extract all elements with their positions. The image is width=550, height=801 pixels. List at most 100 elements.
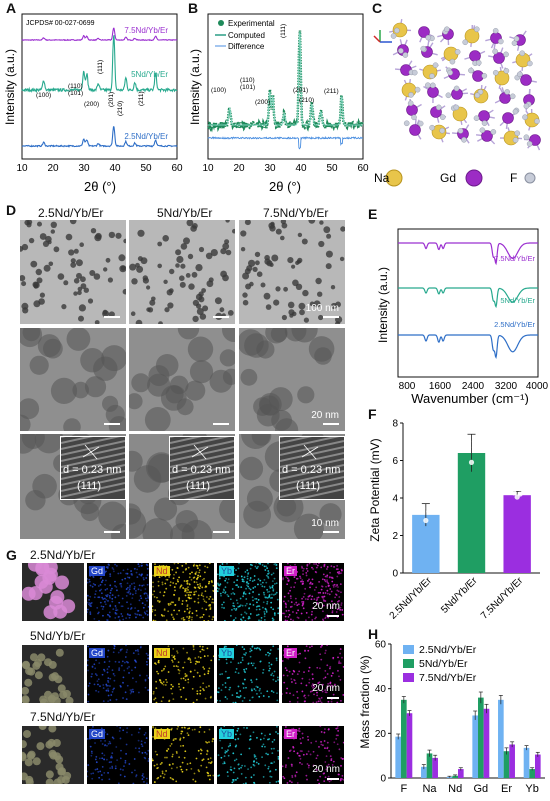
panel-b-legend-experimental: Experimental: [228, 19, 275, 28]
panel-h-legend-swatch: [403, 659, 414, 668]
eds-scale-label: 20 nm: [312, 601, 340, 612]
plane-label: (111): [77, 480, 102, 492]
panel-e-ylabel: Intensity (a.u.): [376, 267, 390, 343]
scale-label: 10 nm: [311, 518, 339, 529]
eds-element-label: Yb: [219, 648, 235, 658]
lattice-atoms: [389, 19, 541, 151]
panel-h-legend-label: 5Nd/Yb/Er: [419, 658, 468, 670]
eds-map: Gd: [87, 726, 149, 784]
panel-b-xtick: 20: [233, 163, 245, 174]
atom-legend-gd: Gd: [440, 171, 456, 185]
eds-element-label: Gd: [89, 566, 106, 576]
panel-a-series-7-5: [21, 27, 178, 42]
panel-b-legend-experimental-marker: [218, 20, 224, 26]
d-spacing-label: d = 0.23 nm: [282, 464, 341, 476]
panel-e-label-5: 5Nd/Yb/Er: [500, 296, 535, 305]
panel-f-ytick-label: 4: [392, 494, 398, 505]
panel-f-ytick-label: 6: [392, 456, 398, 467]
hrtem-inset: d = 0.23 nm (111): [169, 436, 235, 500]
scale-bar: [104, 423, 120, 425]
eds-map: Nd: [152, 726, 214, 784]
panel-h-ylabel: Mass fraction (%): [358, 655, 372, 748]
panel-d-column-title: 7.5Nd/Yb/Er: [263, 206, 329, 220]
scale-label: 100 nm: [305, 303, 339, 314]
panel-b-xticks: 10 20 30 40 50 60: [202, 163, 369, 174]
eds-element-label: Gd: [89, 648, 106, 658]
panel-b-frame: [207, 13, 364, 160]
eds-map: Yb: [217, 645, 279, 703]
panel-a-jcpds: JCPDS# 00-027-0699: [26, 20, 95, 27]
panel-h-bar: [421, 766, 427, 778]
panel-b-peak-200: (200): [255, 99, 270, 106]
panel-a-peak-101: (101): [68, 90, 83, 97]
tem-image: d = 0.23 nm (111) 10 nm: [239, 434, 345, 539]
panel-label-f: F: [368, 406, 377, 422]
eds-map: Er 20 nm: [282, 726, 344, 784]
panel-h-bar: [395, 736, 402, 778]
panel-h-legend-label: 2.5Nd/Yb/Er: [419, 644, 477, 656]
panel-f-category-label: 7.5Nd/Yb/Er: [479, 575, 526, 622]
panel-label-a: A: [6, 0, 17, 16]
panel-a-frame: [21, 13, 178, 160]
panel-a-peak-210: (210): [117, 101, 124, 116]
panel-e-series-2-5: [398, 334, 538, 360]
scale-bar: [323, 423, 339, 425]
d-spacing-label: d = 0.23 nm: [172, 464, 231, 476]
panel-f-zeta-chart: 0 2 4 6 8 2.5Nd/Yb/Er 5Nd/Yb/Er 7.5Nd/Yb/Er Zet…: [368, 419, 540, 622]
panel-f-bar: [503, 495, 531, 573]
panel-f-ytick-label: 8: [392, 419, 398, 430]
panel-h-bar: [503, 751, 510, 778]
eds-scale-label: 20 nm: [312, 764, 340, 775]
scale-bar: [323, 316, 339, 318]
eds-map: Gd: [87, 645, 149, 703]
panel-b-experimental-series: [207, 30, 364, 133]
panel-a-xtick: 40: [109, 163, 121, 174]
panel-e-xtick: 800: [399, 381, 416, 392]
panel-a-xticks: 10 20 30 40 50 60: [16, 163, 183, 174]
eds-map: [22, 726, 84, 784]
panel-b-legend-difference: Difference: [228, 42, 265, 51]
scale-label: 20 nm: [311, 410, 339, 421]
panel-a-peak-100: (100): [36, 92, 51, 99]
panel-a-peak-211: (211): [138, 91, 145, 106]
panel-e-ftir-chart: 7.5Nd/Yb/Er 5Nd/Yb/Er 2.5Nd/Yb/Er 800 16…: [376, 228, 549, 405]
panel-b-peak-201: (201): [293, 87, 308, 94]
panel-d-column-title: 2.5Nd/Yb/Er: [38, 206, 104, 220]
eds-map: Yb: [217, 563, 279, 621]
eds-element-label: Nd: [154, 648, 170, 658]
tem-image: d = 0.23 nm (111): [129, 434, 235, 539]
panel-f-category-label: 5Nd/Yb/Er: [439, 575, 480, 616]
panel-h-category-label: Nd: [448, 783, 462, 795]
eds-element-label: Er: [284, 729, 297, 739]
panel-b-xtick: 50: [326, 163, 338, 174]
atom-legend-f-marker: [524, 172, 536, 184]
panel-b-legend-computed: Computed: [228, 31, 265, 40]
panel-f-ytick-label: 2: [392, 531, 398, 542]
panel-label-g: G: [6, 547, 17, 563]
panel-a-xlabel: 2θ (°): [84, 179, 116, 194]
panel-h-bar: [523, 747, 530, 778]
panel-b-peak-211: (211): [324, 88, 339, 95]
panel-h-bar: [498, 699, 504, 778]
panel-h-category-label: Yb: [525, 783, 538, 795]
eds-element-label: Er: [284, 648, 297, 658]
panel-h-ytick-label: 60: [375, 640, 387, 651]
hrtem-inset: d = 0.23 nm (111): [60, 436, 126, 500]
atom-legend-na-marker: [385, 169, 403, 187]
atom-legend-f: F: [510, 171, 517, 185]
panel-h-bar: [483, 708, 490, 778]
panel-b-xlabel: 2θ (°): [269, 179, 301, 194]
scale-bar: [213, 531, 229, 533]
panel-f-bar: [457, 453, 486, 573]
panel-e-xtick: 4000: [526, 381, 549, 392]
panel-h-category-label: Gd: [473, 783, 488, 795]
eds-map: Nd: [152, 563, 214, 621]
panel-f-category-label: 2.5Nd/Yb/Er: [388, 575, 435, 622]
panel-e-frame: [397, 228, 539, 378]
panel-h-bar: [452, 775, 458, 778]
panel-e-xtick: 3200: [495, 381, 518, 392]
panel-a-series-5: [21, 35, 178, 94]
panel-h-ytick-label: 0: [380, 774, 386, 785]
panel-h-category-label: F: [400, 783, 407, 795]
tem-image: [20, 328, 126, 431]
